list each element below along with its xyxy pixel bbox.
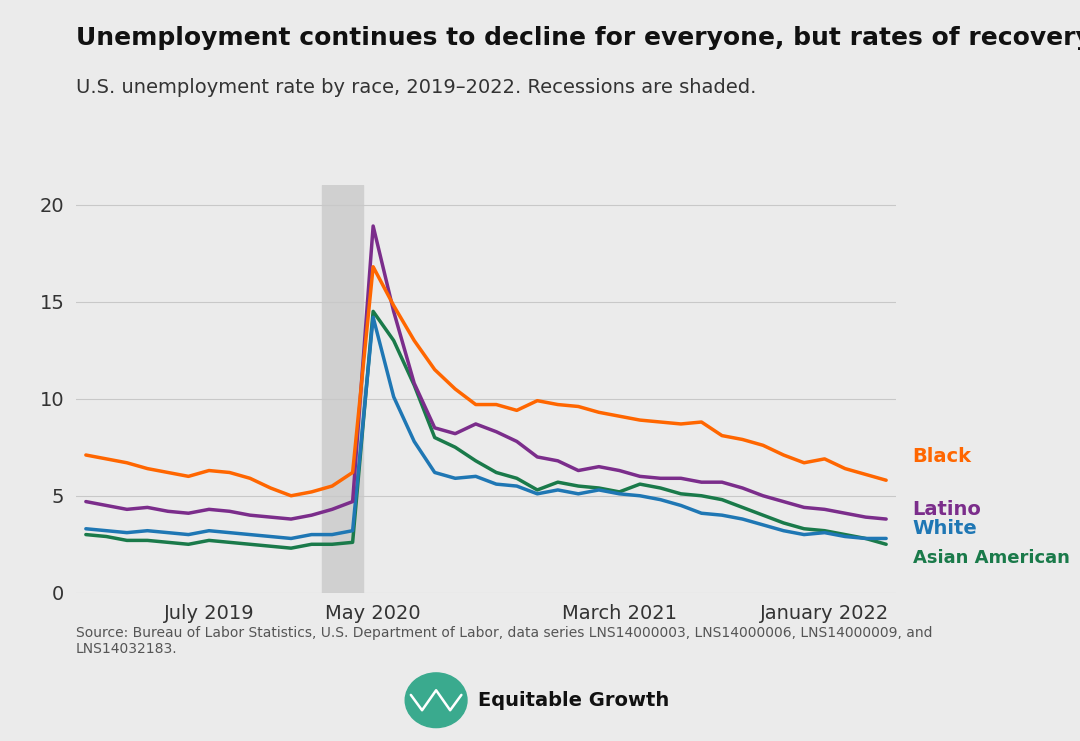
Text: Unemployment continues to decline for everyone, but rates of recovery differ: Unemployment continues to decline for ev… xyxy=(76,26,1080,50)
Ellipse shape xyxy=(405,673,467,728)
Text: Source: Bureau of Labor Statistics, U.S. Department of Labor, data series LNS140: Source: Bureau of Labor Statistics, U.S.… xyxy=(76,626,932,657)
Text: Latino: Latino xyxy=(913,500,982,519)
Text: Asian American: Asian American xyxy=(913,549,1069,567)
Text: White: White xyxy=(913,519,977,538)
Bar xyxy=(322,185,363,593)
Text: Black: Black xyxy=(913,448,972,466)
Text: U.S. unemployment rate by race, 2019–2022. Recessions are shaded.: U.S. unemployment rate by race, 2019–202… xyxy=(76,78,756,97)
Text: Equitable Growth: Equitable Growth xyxy=(478,691,670,710)
